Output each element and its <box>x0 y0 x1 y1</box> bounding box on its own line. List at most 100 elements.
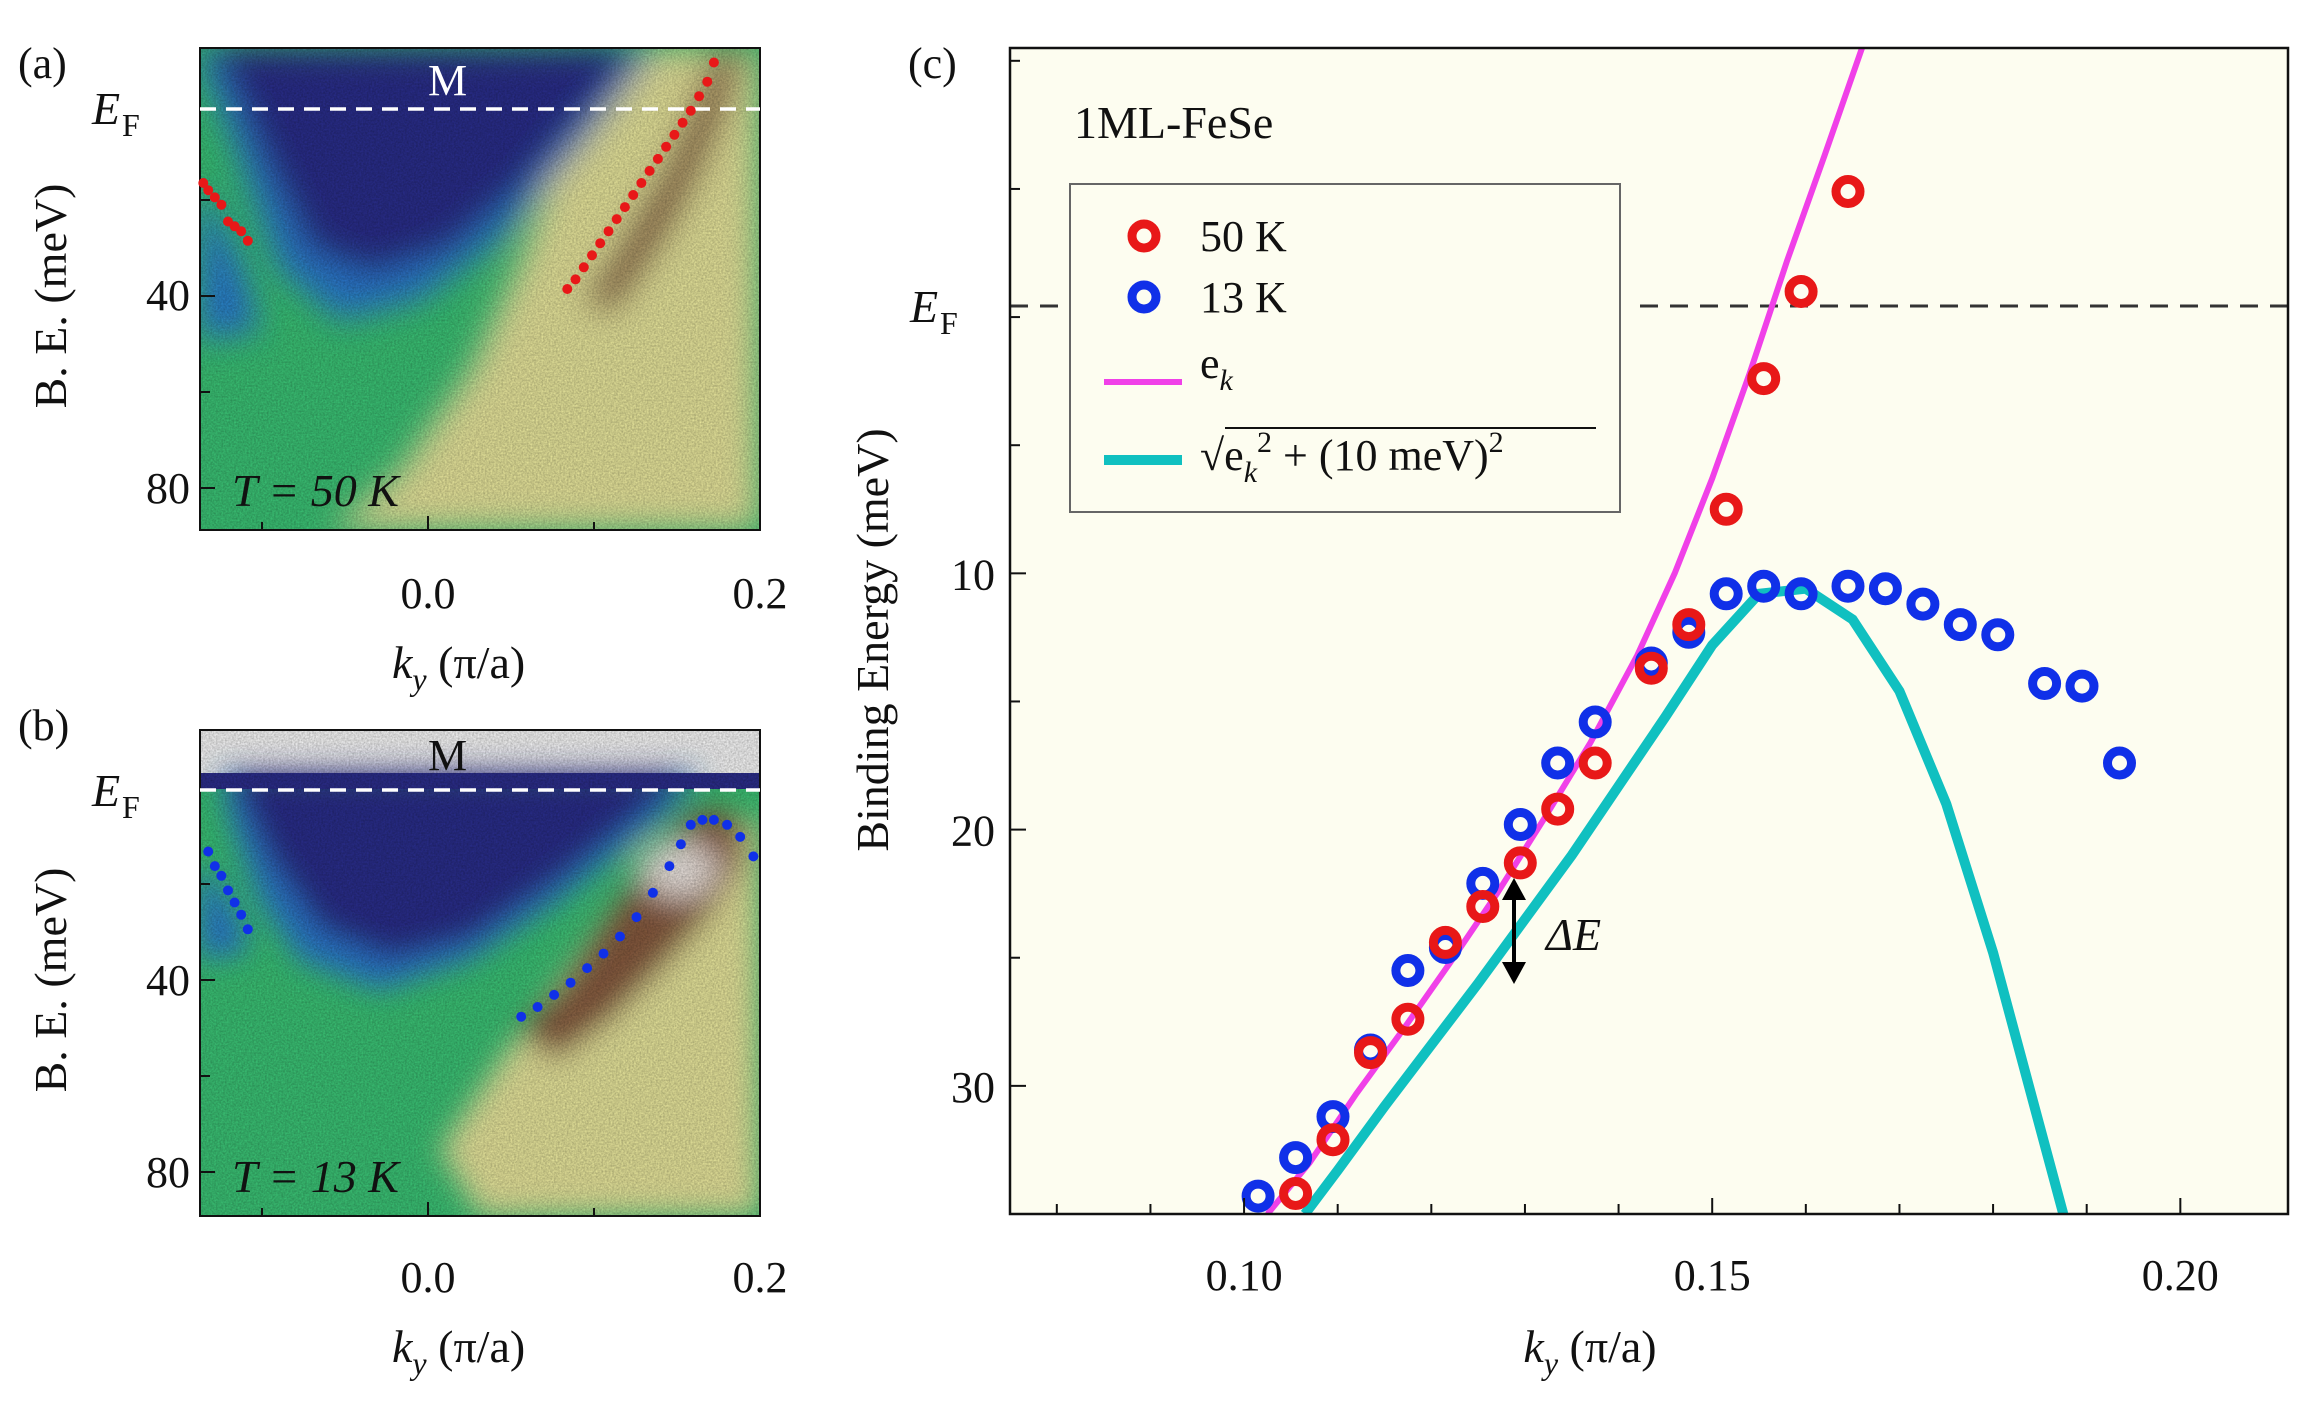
panel-c-xticks: 0.10 0.15 0.20 <box>1055 1198 2219 1300</box>
panel-a-xtick-0: 0.0 <box>401 569 456 618</box>
data-point <box>2065 669 2099 703</box>
data-point <box>647 887 658 898</box>
panel-c-ef-axis-label: E F <box>909 281 958 341</box>
panel-b-ef-axis-label: E F <box>91 765 140 825</box>
gap-e: 2 <box>1489 426 1504 459</box>
data-point <box>209 861 220 872</box>
data-point <box>1709 577 1743 611</box>
data-point <box>708 57 719 68</box>
delta-e-label: ΔE <box>1544 909 1601 960</box>
data-point <box>516 1011 527 1022</box>
gap-curve <box>1300 583 2069 1214</box>
panel-a-ytick-40: 40 <box>146 271 190 320</box>
ef-sub: F <box>122 107 140 143</box>
panel-a: (a) M T = 50 K 40 80 <box>18 39 788 697</box>
k-unit: (π/a) <box>1558 1321 1657 1372</box>
data-point <box>1578 746 1612 780</box>
data-point <box>685 819 696 830</box>
panel-c-ylabel: Binding Energy (meV) <box>847 428 898 851</box>
legend-label-ek: ek <box>1200 339 1234 397</box>
panel-b-m-label: M <box>428 731 467 780</box>
legend-label-gap-text: √ek2 + (10 meV)2 <box>1200 426 1504 489</box>
data-point <box>661 141 672 152</box>
data-point <box>565 977 576 988</box>
panel-a-yaxis: 40 80 E F B. E. (meV) <box>25 83 215 513</box>
data-point <box>1831 175 1865 208</box>
legend-label-gap: √ek2 + (10 meV)2 <box>1200 426 1596 489</box>
data-point <box>1943 608 1977 642</box>
panel-b-ytick-40: 40 <box>146 956 190 1005</box>
panel-b-xaxis: 0.0 0.2 ky (π/a) <box>261 1202 788 1381</box>
data-point <box>628 190 639 200</box>
data-point <box>722 819 733 830</box>
k-unit: (π/a) <box>427 637 526 688</box>
panel-a-xtick-0.2: 0.2 <box>733 569 788 618</box>
panel-c-label: (c) <box>908 39 957 88</box>
panel-a-points <box>198 57 719 294</box>
data-point <box>708 814 719 825</box>
data-point <box>532 1002 543 1012</box>
panel-a-frame <box>199 47 761 531</box>
panel-c-series <box>1241 48 2136 1214</box>
data-point <box>582 963 593 974</box>
tick-label: 20 <box>951 807 995 856</box>
panel-a-ytick-80: 80 <box>146 464 190 513</box>
data-point <box>1279 1177 1313 1210</box>
panel-a-label: (a) <box>18 39 67 88</box>
legend-marker-50k <box>1127 219 1161 253</box>
data-point <box>1316 1123 1350 1157</box>
tick-label: 0.15 <box>1674 1251 1751 1300</box>
panel-b-points <box>203 814 759 1022</box>
delta-e-arrow-up <box>1502 878 1526 900</box>
panel-c-xlabel: ky (π/a) <box>1523 1321 1656 1381</box>
data-point <box>242 924 253 935</box>
data-point <box>1784 577 1818 611</box>
k: k <box>392 637 414 688</box>
data-point <box>209 192 220 203</box>
heatmap-noise <box>200 773 760 1216</box>
heatmap-noise <box>200 48 760 530</box>
data-point <box>611 214 622 225</box>
data-point <box>1503 846 1537 880</box>
data-point <box>1391 1002 1425 1036</box>
legend-label-13k: 13 K <box>1200 273 1287 322</box>
panel-a-ylabel: B. E. (meV) <box>25 184 76 409</box>
data-point <box>595 238 606 249</box>
panel-a-heatmap <box>200 48 760 530</box>
panel-c-sample-label: 1ML-FeSe <box>1074 97 1273 148</box>
ef-sub: F <box>122 789 140 825</box>
data-point <box>652 153 663 164</box>
data-point <box>664 861 675 872</box>
data-point <box>578 262 589 273</box>
panel-c-frame <box>1008 46 2290 1216</box>
data-point <box>236 226 247 237</box>
panel-a-m-label: M <box>428 56 467 105</box>
ef-e: E <box>91 765 120 816</box>
data-point <box>1981 618 2015 652</box>
panel-c-legend: 50 K 13 K ek √ek2 + (10 meV)2 <box>1069 183 1621 513</box>
data-point <box>216 199 227 210</box>
data-point <box>697 814 708 825</box>
data-point <box>644 165 655 176</box>
data-point <box>1428 925 1462 959</box>
panel-b-temperature: T = 13 K <box>232 1151 401 1202</box>
data-point <box>236 909 247 920</box>
ef-e: E <box>909 281 938 332</box>
data-point <box>587 250 597 261</box>
data-point <box>603 226 614 237</box>
tick-label: 30 <box>951 1063 995 1112</box>
data-point <box>1784 275 1818 308</box>
data-point <box>1747 362 1781 396</box>
tick-label: 10 <box>951 550 995 599</box>
panel-a-xlabel: ky (π/a) <box>392 637 525 697</box>
data-point <box>1354 1036 1387 1070</box>
data-point <box>1541 792 1575 826</box>
panel-b-xtick-0.2: 0.2 <box>733 1253 788 1302</box>
data-point <box>549 989 560 1000</box>
ef-sub: F <box>940 305 958 341</box>
panel-c-yaxis: 10 20 30 E F Binding Energy (meV) <box>847 59 1026 1215</box>
data-point <box>631 912 642 923</box>
legend-marker-13k <box>1127 280 1161 314</box>
panel-b-frame <box>199 729 761 1217</box>
